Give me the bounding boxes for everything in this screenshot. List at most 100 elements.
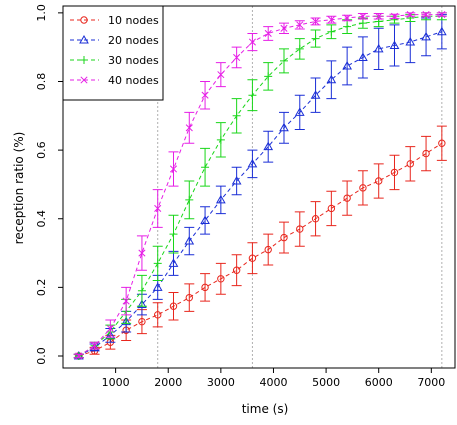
marker-x bbox=[138, 249, 146, 257]
plot-series bbox=[73, 11, 447, 360]
error-bar bbox=[342, 46, 353, 86]
marker-circle bbox=[217, 275, 225, 283]
x-tick-label: 4000 bbox=[259, 376, 287, 389]
marker-x bbox=[154, 204, 162, 212]
error-bar bbox=[231, 254, 242, 287]
marker-x bbox=[217, 71, 225, 79]
marker-circle bbox=[138, 317, 146, 326]
x-tick-label: 7000 bbox=[417, 376, 445, 389]
marker-plus bbox=[232, 111, 241, 120]
axes: 1000 2000 3000 4000 5000 6000 7000 0.0 0.2 0.4 0.6… bbox=[35, 4, 456, 389]
marker-plus bbox=[216, 135, 225, 144]
series-line bbox=[78, 142, 443, 357]
error-bar bbox=[357, 170, 368, 206]
marker-circle bbox=[359, 184, 367, 192]
error-bar bbox=[247, 242, 258, 275]
error-bar bbox=[200, 206, 211, 235]
x-tick-label: 2000 bbox=[154, 376, 182, 389]
error-bar bbox=[436, 125, 447, 161]
error-bar bbox=[310, 77, 321, 113]
series-line bbox=[78, 14, 442, 357]
marker-x bbox=[327, 16, 335, 24]
marker-x bbox=[312, 17, 320, 25]
marker-circle bbox=[169, 302, 178, 310]
marker-plus bbox=[137, 286, 146, 295]
marker-x bbox=[296, 21, 304, 29]
marker-circle bbox=[80, 16, 88, 24]
marker-triangle bbox=[326, 74, 337, 84]
error-bar bbox=[373, 27, 384, 70]
y-axis-label: reception ratio (%) bbox=[12, 132, 26, 245]
marker-x bbox=[422, 11, 430, 19]
marker-circle bbox=[375, 177, 383, 185]
error-bar bbox=[421, 17, 432, 57]
error-bar bbox=[263, 130, 274, 163]
marker-circle bbox=[264, 245, 272, 254]
marker-x bbox=[406, 11, 414, 19]
marker-triangle bbox=[79, 34, 89, 44]
error-bar bbox=[373, 163, 384, 199]
marker-plus bbox=[153, 259, 162, 268]
marker-x bbox=[233, 53, 241, 62]
legend-label: 30 nodes bbox=[108, 54, 159, 67]
error-bar bbox=[200, 273, 211, 302]
marker-triangle bbox=[421, 31, 431, 41]
error-bar bbox=[405, 146, 416, 182]
y-tick-label: 0.6 bbox=[35, 141, 48, 159]
error-bar bbox=[389, 24, 400, 67]
marker-x bbox=[106, 324, 114, 333]
marker-circle bbox=[280, 233, 288, 242]
marker-circle bbox=[422, 149, 430, 158]
error-bar bbox=[215, 262, 226, 295]
marker-plus bbox=[169, 230, 178, 239]
marker-x bbox=[359, 12, 367, 20]
marker-triangle bbox=[184, 236, 195, 245]
marker-circle bbox=[232, 266, 241, 274]
marker-triangle bbox=[405, 37, 416, 46]
marker-circle bbox=[311, 215, 320, 223]
error-bar bbox=[294, 94, 305, 131]
legend-box bbox=[62, 5, 164, 101]
y-tick-label: 1.0 bbox=[35, 4, 48, 22]
marker-x bbox=[169, 165, 178, 173]
y-tick-label: 0.2 bbox=[35, 279, 48, 297]
legend-label: 40 nodes bbox=[108, 74, 159, 87]
marker-x bbox=[343, 14, 351, 22]
marker-x bbox=[91, 342, 99, 350]
reference-lines bbox=[157, 6, 443, 368]
marker-plus bbox=[201, 163, 210, 172]
marker-circle bbox=[390, 168, 399, 177]
marker-x bbox=[438, 11, 446, 19]
marker-plus bbox=[311, 34, 320, 43]
legend-label: 20 nodes bbox=[108, 34, 159, 47]
error-bar bbox=[184, 226, 195, 256]
plot-frame bbox=[62, 5, 456, 369]
error-bar bbox=[231, 166, 242, 196]
x-tick-label: 5000 bbox=[312, 376, 340, 389]
marker-plus bbox=[80, 56, 88, 64]
marker-plus bbox=[185, 195, 194, 204]
error-bar bbox=[342, 180, 353, 216]
marker-plus bbox=[358, 19, 367, 28]
error-bar bbox=[278, 221, 289, 254]
error-bar bbox=[278, 111, 289, 144]
marker-plus bbox=[327, 27, 336, 36]
error-bar bbox=[247, 149, 258, 179]
x-tick-label: 3000 bbox=[207, 376, 235, 389]
marker-triangle bbox=[310, 90, 321, 99]
error-bar bbox=[294, 211, 305, 247]
marker-triangle bbox=[358, 52, 368, 61]
error-bar bbox=[405, 20, 416, 64]
marker-plus bbox=[248, 91, 257, 100]
marker-triangle bbox=[168, 258, 179, 267]
marker-circle bbox=[185, 293, 193, 302]
error-bar bbox=[152, 302, 163, 328]
marker-x bbox=[185, 124, 193, 132]
marker-circle bbox=[327, 204, 336, 213]
marker-plus bbox=[279, 56, 288, 65]
x-tick-label: 6000 bbox=[365, 376, 393, 389]
error-bar bbox=[326, 60, 337, 100]
marker-triangle bbox=[200, 215, 210, 224]
marker-plus bbox=[264, 72, 273, 81]
